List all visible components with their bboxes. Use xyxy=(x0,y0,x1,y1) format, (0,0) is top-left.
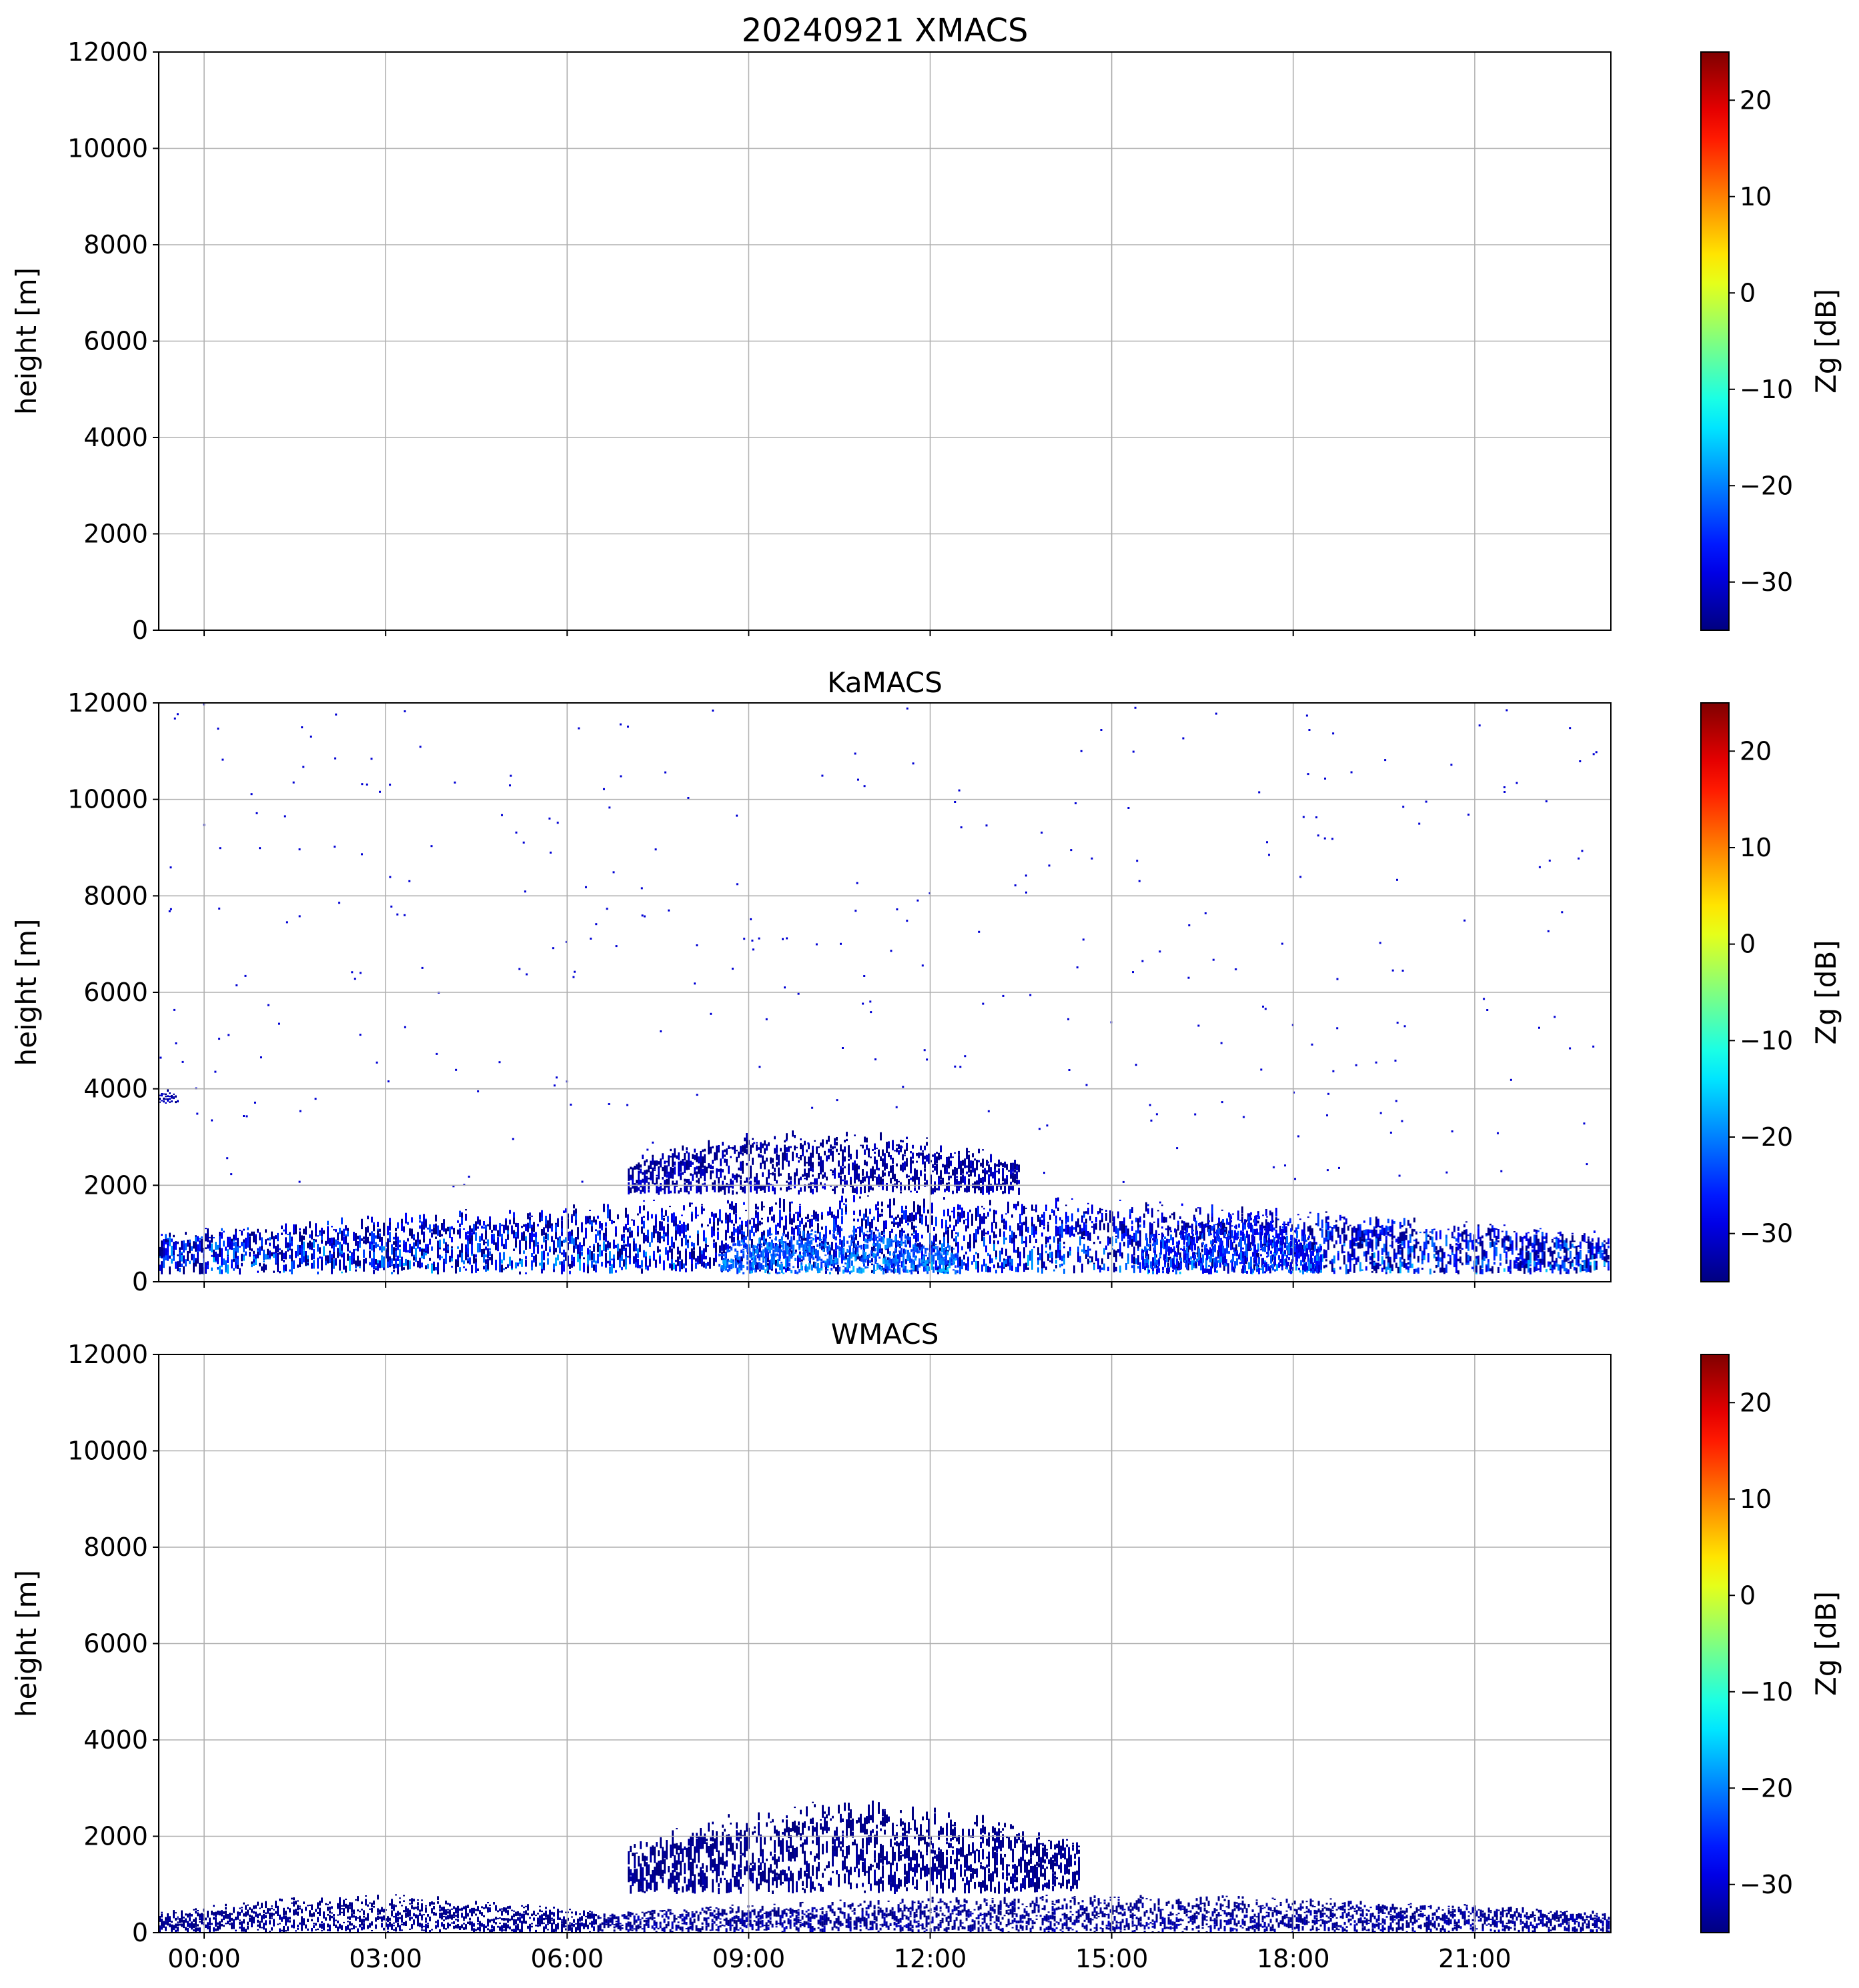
colorbar-tick-label: 0 xyxy=(1740,930,1756,959)
colorbar-tick-label: 10 xyxy=(1740,1484,1772,1514)
panel-title: 20240921 XMACS xyxy=(742,12,1029,49)
colorbar: −30 −20 −10 0 10 20 Zg [dB] xyxy=(1700,51,1842,631)
colorbar: −30 −20 −10 0 10 20 Zg [dB] xyxy=(1700,1354,1842,1933)
panel-wmacs: 0 2000 4000 6000 8000 10000 12000 00:00 03:00 06:… xyxy=(10,1318,1842,1973)
colorbar-label: Zg [dB] xyxy=(1810,289,1842,393)
y-tick-label: 6000 xyxy=(83,1629,148,1659)
colorbar-tick-label: −20 xyxy=(1740,1122,1793,1152)
colorbar-tick-label: 0 xyxy=(1740,278,1756,307)
y-axis-label: height [m] xyxy=(10,919,43,1066)
panel-kamacs: 0 2000 4000 6000 8000 10000 12000 KaMACS height … xyxy=(10,666,1842,1296)
panel-title: WMACS xyxy=(831,1318,939,1350)
y-tick-label: 6000 xyxy=(83,327,148,356)
x-tick-label: 21:00 xyxy=(1438,1944,1511,1973)
x-tick-label: 03:00 xyxy=(349,1944,422,1973)
y-tick-label: 12000 xyxy=(67,688,148,718)
colorbar-tick-label: 0 xyxy=(1740,1581,1756,1610)
radar-echo xyxy=(159,703,1610,1275)
colorbar-gradient xyxy=(1700,702,1730,1282)
colorbar-tick-label: −30 xyxy=(1740,1219,1793,1248)
noise-points xyxy=(159,703,1598,1188)
colorbar-tick-label: 20 xyxy=(1740,736,1772,766)
y-tick-label: 4000 xyxy=(83,1074,148,1104)
colorbar-tick-label: −30 xyxy=(1740,568,1793,597)
y-tick-label: 8000 xyxy=(83,230,148,259)
echo-region xyxy=(1142,1212,1322,1274)
panel-xmacs: 0 2000 4000 6000 8000 10000 12000 20240921 XMAC… xyxy=(10,12,1842,645)
echo-region xyxy=(718,1224,959,1275)
echo-region xyxy=(628,1130,1020,1195)
colorbar-tick-label: 20 xyxy=(1740,1388,1772,1417)
y-tick-label: 2000 xyxy=(83,520,148,549)
colorbar-tick-label: −10 xyxy=(1740,375,1793,404)
y-tick-label: 0 xyxy=(132,1918,148,1947)
x-tick-label: 15:00 xyxy=(1075,1944,1149,1973)
x-tick-label: 09:00 xyxy=(712,1944,786,1973)
y-tick-label: 10000 xyxy=(67,1436,148,1466)
y-axis-label: height [m] xyxy=(10,267,43,415)
x-tick-label: 18:00 xyxy=(1257,1944,1330,1973)
colorbar-tick-label: 10 xyxy=(1740,182,1772,211)
y-tick-label: 10000 xyxy=(67,785,148,814)
y-tick-label: 12000 xyxy=(67,1340,148,1369)
y-tick-label: 0 xyxy=(132,616,148,645)
colorbar: −30 −20 −10 0 10 20 Zg [dB] xyxy=(1700,702,1842,1282)
y-tick-label: 2000 xyxy=(83,1822,148,1851)
y-axis-label: height [m] xyxy=(10,1570,43,1717)
colorbar-gradient xyxy=(1700,51,1730,631)
y-tick-label: 8000 xyxy=(83,881,148,910)
panel-title: KaMACS xyxy=(827,666,943,699)
x-tick-label: 00:00 xyxy=(167,1944,241,1973)
y-tick-label: 0 xyxy=(132,1267,148,1296)
x-tick-label: 06:00 xyxy=(531,1944,604,1973)
colorbar-tick-label: −30 xyxy=(1740,1870,1793,1899)
y-tick-label: 12000 xyxy=(67,37,148,67)
colorbar-tick-label: −20 xyxy=(1740,1773,1793,1803)
colorbar-tick-label: 10 xyxy=(1740,833,1772,862)
echo-region xyxy=(159,1089,179,1104)
y-tick-label: 4000 xyxy=(83,1725,148,1755)
x-tick-label: 12:00 xyxy=(894,1944,967,1973)
colorbar-tick-label: −20 xyxy=(1740,471,1793,500)
radar-echo xyxy=(159,1800,1610,1933)
y-tick-label: 6000 xyxy=(83,978,148,1007)
colorbar-tick-label: −10 xyxy=(1740,1677,1793,1707)
y-tick-label: 8000 xyxy=(83,1533,148,1562)
echo-region xyxy=(159,1894,597,1933)
y-tick-label: 2000 xyxy=(83,1170,148,1200)
y-tick-label: 10000 xyxy=(67,134,148,163)
colorbar-tick-label: 20 xyxy=(1740,85,1772,115)
colorbar-tick-label: −10 xyxy=(1740,1026,1793,1055)
colorbar-gradient xyxy=(1700,1354,1730,1933)
colorbar-label: Zg [dB] xyxy=(1810,1591,1842,1696)
echo-region xyxy=(628,1800,1080,1895)
colorbar-label: Zg [dB] xyxy=(1810,940,1842,1044)
y-tick-label: 4000 xyxy=(83,423,148,452)
